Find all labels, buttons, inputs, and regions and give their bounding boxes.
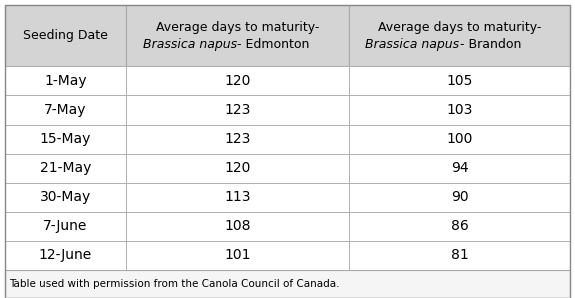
Bar — [348, 125, 570, 153]
Text: Brassica napus: Brassica napus — [365, 38, 459, 51]
Text: 101: 101 — [224, 248, 251, 262]
Text: Average days to maturity-: Average days to maturity- — [378, 21, 541, 34]
Text: 100: 100 — [446, 132, 473, 146]
Bar — [126, 66, 348, 95]
Bar — [5, 5, 126, 66]
Bar — [126, 95, 348, 125]
Text: 90: 90 — [451, 190, 468, 204]
Bar — [5, 153, 126, 183]
Bar — [126, 153, 348, 183]
Text: Average days to maturity-: Average days to maturity- — [156, 21, 319, 34]
Text: 94: 94 — [451, 161, 468, 175]
Bar — [5, 241, 126, 270]
Bar — [348, 95, 570, 125]
Bar — [126, 212, 348, 241]
Text: 86: 86 — [451, 219, 469, 233]
Bar — [348, 5, 570, 66]
Bar — [5, 183, 126, 212]
Text: Brassica napus: Brassica napus — [143, 38, 237, 51]
Bar — [348, 241, 570, 270]
Text: 123: 123 — [224, 103, 251, 117]
Bar — [126, 125, 348, 153]
Text: 120: 120 — [224, 74, 251, 88]
Text: 7-June: 7-June — [43, 219, 87, 233]
Text: 7-May: 7-May — [44, 103, 87, 117]
Text: 108: 108 — [224, 219, 251, 233]
Bar — [348, 153, 570, 183]
Bar — [5, 270, 570, 298]
Bar — [5, 125, 126, 153]
Bar — [348, 183, 570, 212]
Text: - Edmonton: - Edmonton — [237, 38, 310, 51]
Text: 15-May: 15-May — [40, 132, 91, 146]
Bar — [126, 183, 348, 212]
Bar — [126, 241, 348, 270]
Text: 123: 123 — [224, 132, 251, 146]
Bar — [5, 95, 126, 125]
Text: Table used with permission from the Canola Council of Canada.: Table used with permission from the Cano… — [9, 279, 340, 289]
Bar — [126, 5, 348, 66]
Text: 103: 103 — [446, 103, 473, 117]
Text: - Brandon: - Brandon — [459, 38, 521, 51]
Text: 81: 81 — [451, 248, 469, 262]
Text: 30-May: 30-May — [40, 190, 91, 204]
Text: 113: 113 — [224, 190, 251, 204]
Text: 21-May: 21-May — [40, 161, 91, 175]
Text: Seeding Date: Seeding Date — [23, 30, 108, 42]
Text: 1-May: 1-May — [44, 74, 87, 88]
Bar — [5, 212, 126, 241]
Bar — [5, 66, 126, 95]
Bar — [348, 66, 570, 95]
Text: 120: 120 — [224, 161, 251, 175]
Text: 105: 105 — [446, 74, 473, 88]
Text: 12-June: 12-June — [39, 248, 92, 262]
Bar — [348, 212, 570, 241]
